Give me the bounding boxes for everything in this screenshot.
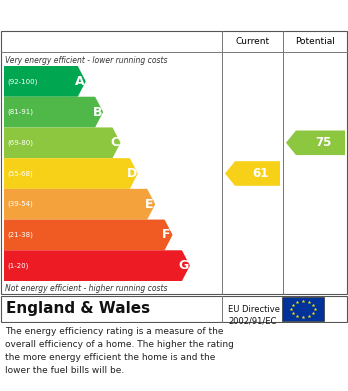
Text: (92-100): (92-100) bbox=[7, 78, 37, 84]
Text: G: G bbox=[179, 259, 189, 272]
Polygon shape bbox=[286, 131, 345, 155]
Text: 75: 75 bbox=[315, 136, 332, 149]
Text: D: D bbox=[127, 167, 137, 180]
Bar bbox=[282, 297, 324, 321]
Text: (55-68): (55-68) bbox=[7, 170, 33, 177]
Polygon shape bbox=[4, 220, 173, 250]
Text: (39-54): (39-54) bbox=[7, 201, 33, 208]
Text: C: C bbox=[110, 136, 119, 149]
Text: E: E bbox=[145, 198, 153, 211]
Text: 61: 61 bbox=[252, 167, 269, 180]
Text: (21-38): (21-38) bbox=[7, 232, 33, 238]
Polygon shape bbox=[4, 189, 155, 220]
Text: A: A bbox=[75, 75, 85, 88]
Polygon shape bbox=[4, 127, 120, 158]
Text: B: B bbox=[92, 106, 102, 118]
Text: Very energy efficient - lower running costs: Very energy efficient - lower running co… bbox=[5, 56, 167, 65]
Polygon shape bbox=[4, 66, 86, 97]
Text: (1-20): (1-20) bbox=[7, 262, 29, 269]
Polygon shape bbox=[4, 250, 190, 281]
Text: Potential: Potential bbox=[295, 36, 335, 45]
Text: EU Directive
2002/91/EC: EU Directive 2002/91/EC bbox=[228, 305, 280, 326]
Text: Not energy efficient - higher running costs: Not energy efficient - higher running co… bbox=[5, 284, 167, 293]
Text: F: F bbox=[162, 228, 171, 241]
Text: (81-91): (81-91) bbox=[7, 109, 33, 115]
Text: England & Wales: England & Wales bbox=[6, 301, 150, 316]
Polygon shape bbox=[225, 161, 280, 186]
Polygon shape bbox=[4, 97, 103, 127]
Text: The energy efficiency rating is a measure of the
overall efficiency of a home. T: The energy efficiency rating is a measur… bbox=[5, 327, 234, 375]
Polygon shape bbox=[4, 158, 138, 189]
Text: Energy Efficiency Rating: Energy Efficiency Rating bbox=[8, 7, 210, 23]
Text: Current: Current bbox=[236, 36, 270, 45]
Text: (69-80): (69-80) bbox=[7, 140, 33, 146]
